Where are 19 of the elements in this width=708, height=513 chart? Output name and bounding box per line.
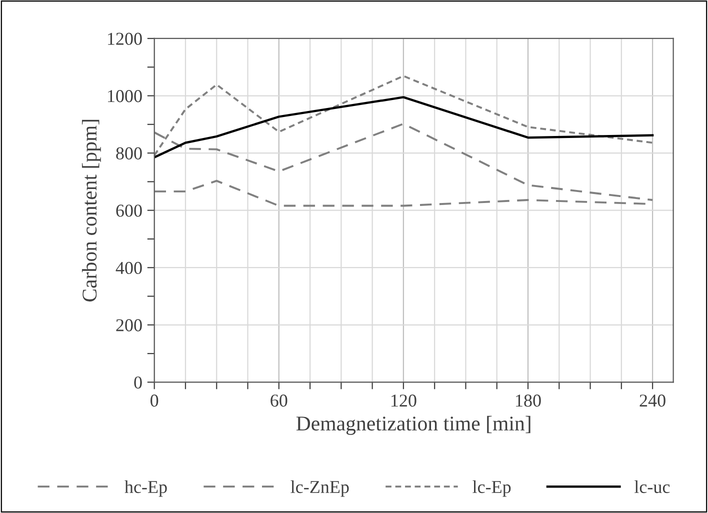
legend-label: lc-uc [634,480,670,494]
x-tick-label: 240 [640,394,666,407]
y-tick-label: 0 [134,376,142,389]
y-tick-label: 800 [116,147,142,160]
y-tick-label: 400 [116,262,142,274]
y-tick-label: 1000 [108,90,142,102]
x-axis-title: Demagnetization time [min] [296,416,530,435]
x-tick-label: 180 [516,394,541,407]
legend-label: lc-Ep [472,480,511,497]
legend-label: lc-ZnEp [290,480,349,497]
y-axis-title: Carbon content [ppm] [82,120,101,302]
legend-label: hc-Ep [124,480,167,497]
x-tick-label: 0 [150,394,158,407]
x-tick-label: 60 [270,394,288,407]
y-tick-label: 600 [116,204,142,217]
line-series [154,96,654,158]
y-tick-label: 200 [116,319,142,332]
y-tick-label: 1200 [108,32,142,45]
x-tick-label: 120 [391,394,416,407]
